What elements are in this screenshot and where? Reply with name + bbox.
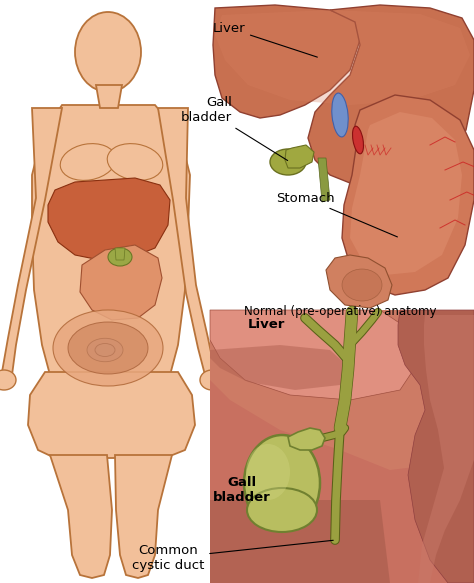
- Text: Gall
bladder: Gall bladder: [181, 96, 288, 160]
- Ellipse shape: [53, 310, 163, 386]
- Ellipse shape: [246, 444, 290, 500]
- Polygon shape: [158, 108, 215, 375]
- Ellipse shape: [107, 143, 163, 180]
- Ellipse shape: [342, 269, 382, 301]
- Polygon shape: [342, 95, 474, 295]
- Ellipse shape: [247, 488, 317, 532]
- Polygon shape: [398, 310, 474, 583]
- Polygon shape: [48, 178, 170, 260]
- Ellipse shape: [108, 248, 132, 266]
- Polygon shape: [213, 5, 360, 118]
- Ellipse shape: [75, 12, 141, 92]
- Polygon shape: [28, 372, 195, 458]
- Polygon shape: [288, 428, 325, 450]
- Polygon shape: [2, 108, 62, 375]
- Polygon shape: [210, 310, 474, 583]
- Text: Common
cystic duct: Common cystic duct: [132, 540, 333, 572]
- Polygon shape: [350, 112, 462, 275]
- Ellipse shape: [200, 370, 224, 390]
- Ellipse shape: [95, 343, 115, 356]
- Polygon shape: [418, 315, 474, 583]
- Polygon shape: [215, 10, 470, 105]
- Polygon shape: [308, 5, 474, 185]
- Text: Liver: Liver: [212, 22, 318, 57]
- Ellipse shape: [60, 143, 116, 180]
- Ellipse shape: [68, 322, 148, 374]
- Polygon shape: [96, 85, 122, 108]
- Polygon shape: [115, 248, 125, 260]
- Polygon shape: [326, 255, 392, 308]
- Text: Stomach: Stomach: [276, 191, 397, 237]
- Ellipse shape: [0, 370, 16, 390]
- Ellipse shape: [353, 126, 364, 154]
- Polygon shape: [115, 455, 172, 578]
- Polygon shape: [210, 345, 350, 390]
- Text: Gall
bladder: Gall bladder: [213, 476, 271, 504]
- Text: Liver: Liver: [248, 318, 285, 332]
- Ellipse shape: [244, 435, 320, 531]
- Ellipse shape: [270, 149, 306, 175]
- Polygon shape: [210, 310, 474, 470]
- Polygon shape: [318, 158, 330, 202]
- Polygon shape: [210, 500, 390, 583]
- Ellipse shape: [87, 338, 123, 361]
- Polygon shape: [80, 245, 162, 320]
- Polygon shape: [285, 145, 314, 168]
- Polygon shape: [50, 455, 112, 578]
- Ellipse shape: [332, 93, 348, 137]
- Polygon shape: [210, 310, 420, 400]
- Polygon shape: [32, 105, 190, 375]
- Text: Normal (pre-operative) anatomy: Normal (pre-operative) anatomy: [244, 305, 436, 318]
